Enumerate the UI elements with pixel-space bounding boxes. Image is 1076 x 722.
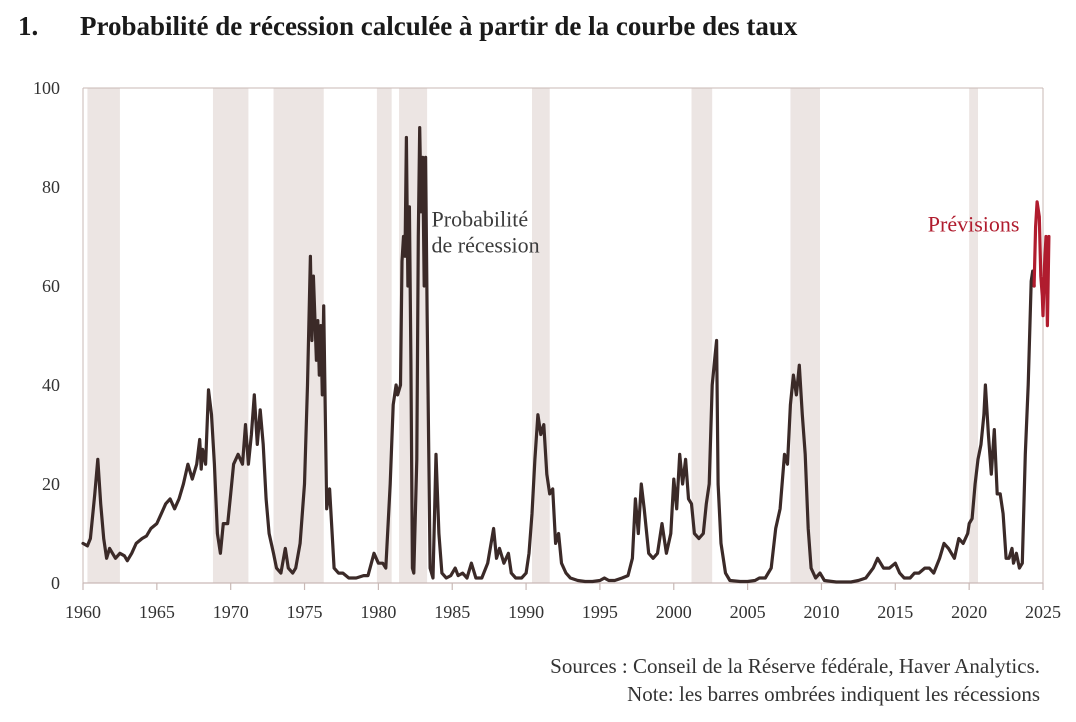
recession-note: Note: les barres ombrées indiquent les r… [627, 682, 1040, 706]
series-label-probability: Probabilité de récession [432, 207, 540, 258]
x-tick-label: 2005 [730, 602, 766, 622]
x-tick-label: 2025 [1025, 602, 1061, 622]
recession-bar-8 [969, 88, 979, 583]
forecast-line [1032, 200, 1051, 328]
y-tick-label: 20 [42, 474, 60, 494]
x-tick-label: 2000 [656, 602, 692, 622]
chart-annotations: Probabilité de récession Prévisions [432, 207, 1020, 258]
y-tick-label: 60 [42, 276, 60, 296]
y-tick-label: 100 [33, 78, 60, 98]
x-axis-ticks: 1960 1965 1970 1975 1980 1985 1990 1995 2000 2005… [65, 583, 1061, 622]
recession-probability-line [81, 126, 1036, 584]
annotation-line: Probabilité [432, 207, 529, 232]
series-label-forecast: Prévisions [928, 212, 1020, 237]
x-tick-label: 1960 [65, 602, 101, 622]
chart-notes: Sources : Conseil de la Réserve fédérale… [550, 652, 1040, 708]
x-tick-label: 1985 [434, 602, 470, 622]
y-tick-label: 40 [42, 375, 60, 395]
figure-number: 1. [18, 10, 39, 41]
recession-bar-3 [376, 88, 392, 583]
x-tick-label: 1975 [287, 602, 323, 622]
chart-axes [82, 87, 1044, 584]
annotation-line: Prévisions [928, 212, 1020, 237]
x-tick-label: 1965 [139, 602, 175, 622]
figure-title: 1. Probabilité de récession calculée à p… [18, 6, 797, 46]
recession-bar-5 [531, 88, 550, 583]
recession-probability-chart: 1960 1965 1970 1975 1980 1985 1990 1995 2000 2005… [33, 78, 1061, 622]
x-tick-label: 2015 [877, 602, 913, 622]
y-tick-label: 0 [51, 573, 60, 593]
x-tick-label: 2020 [951, 602, 987, 622]
x-tick-label: 1970 [213, 602, 249, 622]
recession-bar-7 [790, 88, 820, 583]
sources-note: Sources : Conseil de la Réserve fédérale… [550, 654, 1040, 678]
recession-bar-6 [691, 88, 713, 583]
x-tick-label: 1990 [508, 602, 544, 622]
y-axis-ticks: 0 20 40 60 80 100 [33, 78, 60, 593]
x-tick-label: 2010 [803, 602, 839, 622]
chart-series [81, 126, 1051, 584]
x-tick-label: 1980 [360, 602, 396, 622]
y-tick-label: 80 [42, 177, 60, 197]
x-tick-label: 1995 [582, 602, 618, 622]
annotation-line: de récession [432, 233, 540, 258]
figure-title-text: Probabilité de récession calculée à part… [80, 10, 798, 41]
